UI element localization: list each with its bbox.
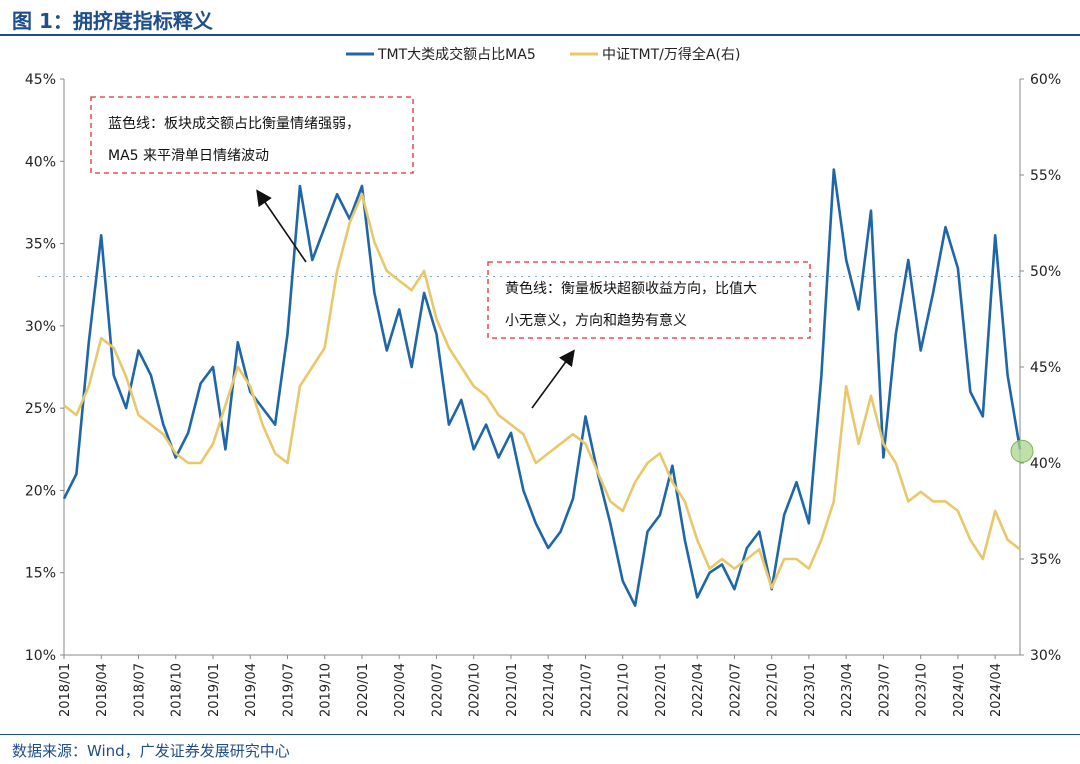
figure-title: 图 1：拥挤度指标释义 (12, 9, 213, 33)
x-tick-label: 2021/07 (579, 663, 594, 717)
y-left-tick-label: 10% (25, 648, 56, 664)
x-tick-label: 2019/07 (281, 663, 296, 717)
x-tick-label: 2022/07 (728, 663, 743, 717)
y-right-tick-label: 50% (1030, 264, 1061, 280)
x-tick-label: 2022/01 (654, 663, 669, 717)
annotation-blue-line2: MA5 来平滑单日情绪波动 (108, 147, 269, 164)
x-tick-label: 2023/10 (915, 663, 930, 717)
figure-title-bar (0, 0, 1080, 36)
annotation-box-blue (90, 96, 414, 174)
series-line-tmt-relative (63, 192, 1021, 590)
x-tick-label: 2018/04 (95, 663, 110, 717)
source-divider (0, 734, 1080, 735)
y-left-tick-label: 25% (25, 401, 56, 417)
annotation-arrow-blue (256, 189, 307, 263)
y-left-tick-label: 40% (25, 154, 56, 170)
y-right-tick-label: 35% (1030, 552, 1061, 568)
x-tick-label: 2021/01 (505, 663, 520, 717)
x-tick-label: 2022/04 (691, 663, 706, 717)
y-right-tick-label: 30% (1030, 648, 1061, 664)
x-tick-label: 2021/04 (542, 663, 557, 717)
x-tick-label: 2020/01 (356, 663, 371, 717)
x-tick-label: 2019/10 (319, 663, 334, 717)
x-tick-label: 2020/07 (430, 663, 445, 717)
source-note: 数据来源：Wind，广发证券发展研究中心 (12, 742, 290, 760)
y-left-tick-label: 35% (25, 237, 56, 253)
x-tick-label: 2018/10 (170, 663, 185, 717)
series-line-tmt-turnover (62, 168, 1022, 607)
x-tick-label: 2022/10 (766, 663, 781, 717)
x-tick-label: 2023/07 (877, 663, 892, 717)
x-tick-label: 2019/01 (207, 663, 222, 717)
x-tick-label: 2020/04 (393, 663, 408, 717)
annotation-gold-line2: 小无意义，方向和趋势有意义 (505, 312, 687, 329)
annotation-blue-line1: 蓝色线：板块成交额占比衡量情绪强弱， (108, 115, 360, 132)
x-tick-label: 2023/04 (840, 663, 855, 717)
x-tick-label: 2021/10 (617, 663, 632, 717)
x-tick-label: 2024/01 (952, 663, 967, 717)
x-tick-label: 2024/04 (989, 663, 1004, 717)
x-tick-label: 2018/01 (58, 663, 73, 717)
x-tick-label: 2018/07 (132, 663, 147, 717)
legend-label-tmt-relative: 中证TMT/万得全A(右) (602, 46, 740, 63)
x-tick-label: 2019/04 (244, 663, 259, 717)
x-tick-label: 2023/01 (803, 663, 818, 717)
y-right-tick-label: 45% (1030, 360, 1061, 376)
y-left-tick-label: 45% (25, 72, 56, 88)
annotation-arrow-gold (531, 349, 575, 409)
y-left-tick-label: 15% (25, 566, 56, 582)
latest-value-marker (1010, 439, 1034, 463)
legend-label-tmt-turnover: TMT大类成交额占比MA5 (377, 46, 536, 63)
x-tick-label: 2020/10 (468, 663, 483, 717)
y-left-tick-label: 30% (25, 319, 56, 335)
y-left-tick-label: 20% (25, 483, 56, 499)
annotation-box-gold (487, 261, 811, 339)
y-right-tick-label: 40% (1030, 456, 1061, 472)
y-right-tick-label: 60% (1030, 72, 1061, 88)
annotation-gold-line1: 黄色线：衡量板块超额收益方向，比值大 (505, 280, 757, 297)
line-chart: 10% 15% 20% 25% 30% 35% 40% 45% 30% 35% 40% 45% 50% 5… (25, 46, 1061, 717)
y-right-tick-label: 55% (1030, 168, 1061, 184)
